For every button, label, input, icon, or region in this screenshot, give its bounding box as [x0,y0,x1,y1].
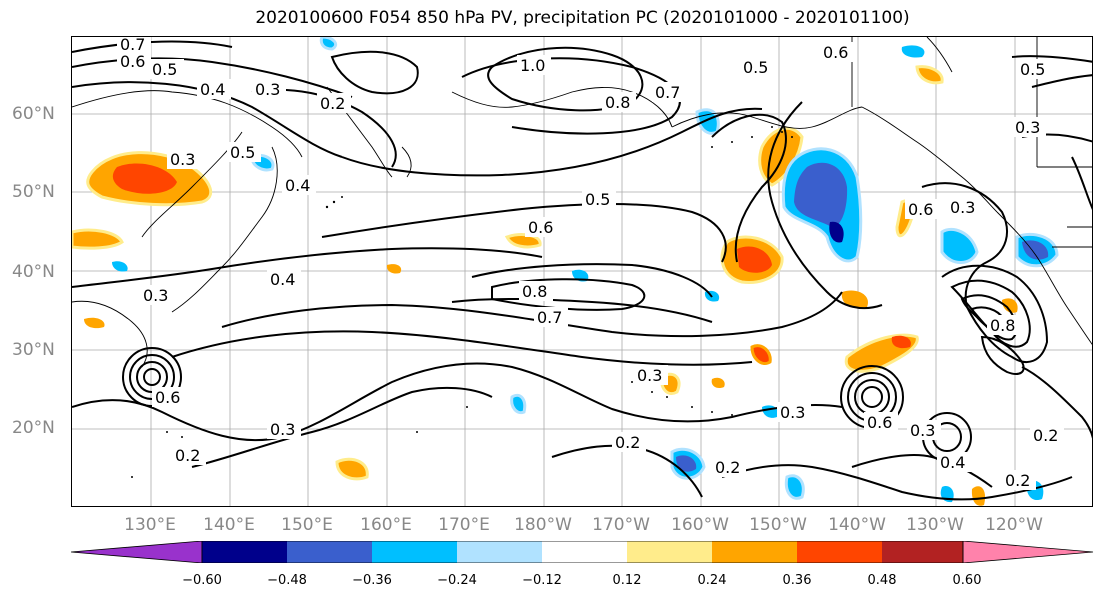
colorbar-extend-high [962,541,1094,563]
contour-label: 0.2 [175,446,200,465]
colorbar-tick-label: 0.48 [867,573,897,588]
colorbar-extend-low [71,541,203,563]
lon-label-180w: 180°W [514,515,572,535]
contour-label: 0.6 [823,43,848,62]
contour-label: 0.5 [743,58,768,77]
pv-contours [72,40,1092,501]
colorbar-bin [457,541,542,563]
contour-label: 0.3 [1015,118,1040,137]
lon-label-170w: 170°W [592,515,650,535]
contour-label: 0.2 [615,433,640,452]
contour-label: 0.4 [200,80,225,99]
map-panel: 0.7 0.6 0.5 0.3 0.2 0.4 1.0 0.8 0.7 0.5 … [71,36,1093,507]
colorbar-bin [797,541,882,563]
lon-label-150e: 150°E [281,515,333,535]
contour-label: 0.5 [1020,60,1045,79]
contour-label: 0.6 [155,388,180,407]
colorbar-bin [627,541,712,563]
contour-label: 0.3 [143,286,168,305]
contour-label: 0.5 [152,60,177,79]
lat-label-40n: 40°N [12,262,55,282]
map-canvas: 0.7 0.6 0.5 0.3 0.2 0.4 1.0 0.8 0.7 0.5 … [72,37,1092,506]
contour-label: 0.2 [1005,471,1030,490]
lon-label-140w: 140°W [828,515,886,535]
colorbar-tick-label: 0.24 [697,573,727,588]
colorbar-bin [287,541,372,563]
contour-label: 0.7 [120,37,145,54]
contour-label: 0.2 [715,458,740,477]
contour-label: 0.3 [950,198,975,217]
colorbar-tick-label: −0.36 [352,573,392,588]
lon-label-150w: 150°W [749,515,807,535]
colorbar-bin [542,541,627,563]
lon-label-160e: 160°E [360,515,412,535]
contour-label: 0.3 [170,150,195,169]
chart-title: 2020100600 F054 850 hPa PV, precipitatio… [255,8,910,28]
contour-label: 0.3 [255,80,280,99]
lon-label-130w: 130°W [906,515,964,535]
colorbar-bin [712,541,797,563]
colorbar-bin [882,541,967,563]
contour-label: 0.4 [940,453,965,472]
contour-label: 0.7 [655,83,680,102]
colorbar-tick-label: −0.48 [267,573,307,588]
contour-label: 0.3 [780,403,805,422]
colorbar-tick-label: −0.60 [182,573,222,588]
contour-label: 0.6 [867,413,892,432]
colorbar-bin [202,541,287,563]
colorbar-tick-label: 0.60 [952,573,982,588]
colorbar-tick-label: −0.24 [437,573,477,588]
contour-label: 0.4 [285,176,310,195]
contour-label: 0.8 [605,93,630,112]
contour-label: 0.3 [270,420,295,439]
contour-label: 0.2 [1033,426,1058,445]
contour-label: 0.6 [908,200,933,219]
contour-label: 0.8 [522,282,547,301]
colorbar [71,541,1094,563]
contour-label: 0.4 [270,270,295,289]
contour-label: 0.3 [910,421,935,440]
lon-label-120w: 120°W [985,515,1043,535]
islands [131,126,793,478]
lat-label-30n: 30°N [12,340,55,360]
lat-label-20n: 20°N [12,418,55,438]
contour-label: 1.0 [520,56,545,75]
contour-label: 0.5 [585,190,610,209]
lon-label-170e: 170°E [438,515,490,535]
contour-label: 0.6 [120,52,145,71]
colorbar-tick-label: 0.12 [612,573,642,588]
contour-label: 0.2 [320,94,345,113]
contour-label: 0.6 [528,218,553,237]
lat-label-50n: 50°N [12,182,55,202]
lat-label-60n: 60°N [12,104,55,124]
lon-label-130e: 130°E [124,515,176,535]
lon-label-160w: 160°W [671,515,729,535]
contour-label: 0.7 [537,308,562,327]
colorbar-tick-label: 0.36 [782,573,812,588]
colorbar-tick-label: −0.12 [522,573,562,588]
contour-label: 0.3 [637,366,662,385]
contour-label: 0.5 [230,143,255,162]
lon-label-140e: 140°E [203,515,255,535]
contour-label: 0.8 [990,316,1015,335]
contour-labels: 0.7 0.6 0.5 0.3 0.2 0.4 1.0 0.8 0.7 0.5 … [117,37,1064,490]
colorbar-bin [372,541,457,563]
